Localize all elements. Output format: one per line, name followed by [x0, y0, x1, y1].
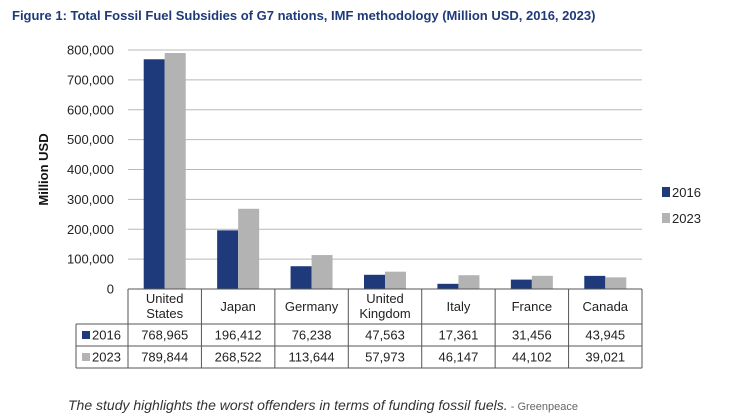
- data-label: 46,147: [439, 350, 479, 365]
- bar-2016: [437, 283, 459, 289]
- data-label: 31,456: [512, 328, 552, 343]
- x-tick-label: Canada: [583, 299, 629, 314]
- y-tick-label: 300,000: [67, 192, 114, 207]
- table-legend-swatch-2023: [82, 353, 90, 361]
- table-legend-swatch-2016: [82, 331, 90, 339]
- data-label: 76,238: [292, 328, 332, 343]
- data-label: 268,522: [215, 350, 262, 365]
- y-tick-label: 800,000: [67, 43, 114, 58]
- data-label: 47,563: [365, 328, 405, 343]
- data-label: 44,102: [512, 350, 552, 365]
- caption-source: - Greenpeace: [507, 401, 578, 413]
- legend-swatch-2016: [662, 187, 670, 197]
- data-label: 789,844: [141, 350, 188, 365]
- bar-2023: [605, 277, 627, 289]
- bar-chart: 0 100,000 200,000 300,000 400,000 500,000 600,…: [36, 43, 701, 369]
- legend-label: 2023: [672, 211, 701, 226]
- bar-2016: [510, 279, 532, 289]
- table-series-label: 2016: [92, 328, 121, 343]
- caption-text: The study highlights the worst offenders…: [68, 397, 508, 413]
- y-tick-label: 400,000: [67, 162, 114, 177]
- data-label: 17,361: [439, 328, 479, 343]
- y-tick-label: 700,000: [67, 72, 114, 87]
- bar-2016: [584, 275, 606, 289]
- bar-2023: [311, 255, 333, 289]
- y-axis-title: Million USD: [36, 133, 51, 205]
- bar-2023: [238, 208, 260, 289]
- bar-2023: [385, 271, 406, 289]
- y-tick-label: 0: [107, 282, 114, 297]
- chart-title: Figure 1: Total Fossil Fuel Subsidies of…: [12, 8, 596, 23]
- bar-2023: [458, 275, 480, 289]
- bar-2023: [164, 53, 186, 289]
- bar-2016: [143, 59, 165, 290]
- y-tick-label: 100,000: [67, 252, 114, 267]
- data-label: 57,973: [365, 350, 405, 365]
- legend-swatch-2023: [662, 213, 670, 223]
- y-tick-label: 600,000: [67, 102, 114, 117]
- y-tick-label: 500,000: [67, 132, 114, 147]
- y-tick-label: 200,000: [67, 222, 114, 237]
- x-tick-label: United Kingdom: [359, 291, 410, 321]
- legend-label: 2016: [672, 185, 701, 200]
- x-tick-label: Italy: [447, 299, 471, 314]
- bar-2023: [531, 275, 553, 289]
- bar-2016: [364, 274, 385, 289]
- data-label: 196,412: [215, 328, 262, 343]
- x-tick-label: United States: [146, 291, 184, 321]
- bar-2016: [290, 266, 312, 289]
- data-label: 43,945: [585, 328, 625, 343]
- figure-caption: The study highlights the worst offenders…: [68, 397, 578, 413]
- x-tick-label: Japan: [220, 299, 255, 314]
- data-label: 39,021: [585, 350, 625, 365]
- x-tick-label: France: [512, 299, 552, 314]
- table-series-label: 2023: [92, 350, 121, 365]
- x-tick-label: Germany: [285, 299, 339, 314]
- bar-2016: [217, 230, 239, 289]
- data-label: 113,644: [289, 350, 335, 365]
- data-label: 768,965: [141, 328, 188, 343]
